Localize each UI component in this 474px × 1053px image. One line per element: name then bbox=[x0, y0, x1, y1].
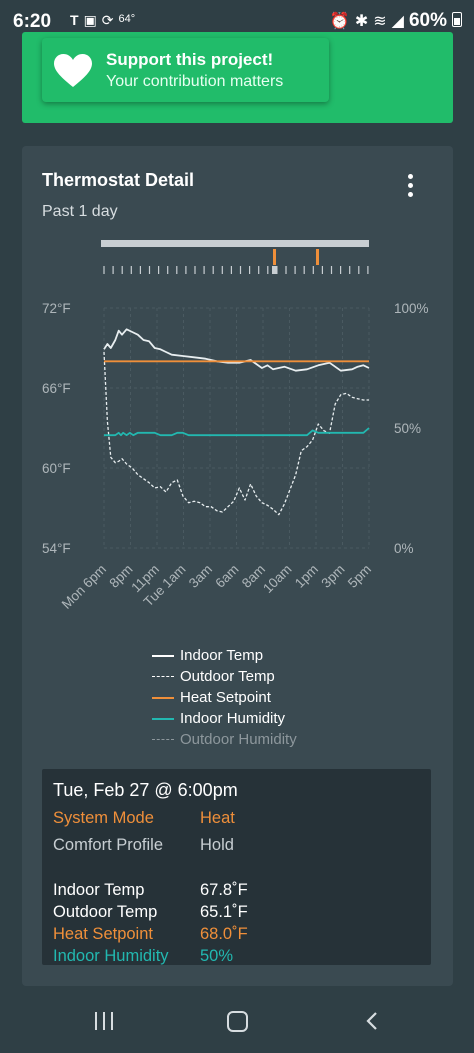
tooltip-value: 65.1˚F bbox=[200, 903, 248, 921]
series-indoor-humidity bbox=[104, 427, 370, 437]
tooltip-row: Comfort Profile Hold bbox=[53, 836, 234, 855]
tooltip-row: Indoor Humidity 50% bbox=[53, 947, 233, 966]
mobile-icon: ▣ bbox=[83, 12, 97, 28]
x-tick-label: 6am bbox=[212, 562, 241, 591]
tooltip-key: Heat Setpoint bbox=[53, 925, 153, 943]
legend-swatch bbox=[152, 739, 174, 740]
range-marker-start bbox=[273, 249, 276, 265]
home-button[interactable] bbox=[227, 1011, 248, 1032]
navigation-bar bbox=[0, 995, 474, 1053]
status-temperature: 64° bbox=[118, 13, 136, 25]
y-right-tick-label: 50% bbox=[394, 421, 421, 436]
time-range-slider[interactable] bbox=[101, 240, 369, 247]
card-subtitle: Past 1 day bbox=[42, 203, 118, 220]
legend-swatch bbox=[152, 718, 174, 720]
y-left-tick-label: 54°F bbox=[42, 541, 71, 556]
legend-label: Indoor Humidity bbox=[180, 710, 286, 727]
y-left-tick-label: 72°F bbox=[42, 301, 71, 316]
legend-swatch bbox=[152, 676, 174, 677]
legend-label: Outdoor Temp bbox=[180, 668, 275, 685]
tooltip-row: Heat Setpoint 68.0˚F bbox=[53, 925, 248, 944]
legend-swatch bbox=[152, 697, 174, 699]
more-options-icon[interactable] bbox=[403, 174, 417, 198]
x-tick-label: 3am bbox=[186, 562, 215, 591]
tooltip-key: Indoor Humidity bbox=[53, 947, 169, 965]
tooltip-value: 68.0˚F bbox=[200, 925, 248, 943]
support-banner: Support this project! Your contribution … bbox=[22, 32, 453, 123]
tooltip-row: Indoor Temp 67.8˚F bbox=[53, 881, 248, 900]
legend-label: Indoor Temp bbox=[180, 647, 264, 664]
status-time: 6:20 bbox=[13, 11, 52, 32]
bluetooth-icon: ✱ bbox=[354, 13, 369, 30]
battery-percent: 60% bbox=[408, 10, 447, 31]
heart-icon bbox=[54, 54, 92, 87]
x-tick-label: 5pm bbox=[345, 562, 374, 591]
signal-icon: ◢ bbox=[391, 13, 404, 30]
y-right-tick-label: 0% bbox=[394, 541, 414, 556]
battery-icon bbox=[452, 12, 462, 28]
card-title: Thermostat Detail bbox=[42, 170, 195, 190]
legend-swatch bbox=[152, 655, 174, 657]
detail-tooltip: Tue, Feb 27 @ 6:00pm System Mode Heat Comf… bbox=[42, 769, 431, 965]
legend-label: Outdoor Humidity bbox=[180, 731, 297, 748]
legend-label: Heat Setpoint bbox=[180, 689, 271, 706]
tooltip-value: 50% bbox=[200, 947, 234, 965]
tooltip-key: Comfort Profile bbox=[53, 836, 164, 854]
tooltip-key: Indoor Temp bbox=[53, 881, 145, 899]
range-marker-end bbox=[316, 249, 319, 265]
sync-icon: ⟳ bbox=[101, 12, 114, 28]
tooltip-value: Heat bbox=[200, 809, 235, 827]
support-subtitle: Your contribution matters bbox=[106, 73, 284, 90]
back-button[interactable] bbox=[366, 1012, 378, 1030]
wifi-icon: ≋ bbox=[373, 13, 387, 30]
recent-apps-button[interactable] bbox=[95, 1012, 115, 1030]
status-right-icons: ⏰ ✱ ≋ ◢ 60% bbox=[325, 10, 462, 32]
tooltip-value: Hold bbox=[200, 836, 234, 854]
tooltip-key: System Mode bbox=[53, 809, 154, 827]
y-left-tick-label: 60°F bbox=[42, 461, 71, 476]
tooltip-row: System Mode Heat bbox=[53, 809, 235, 828]
tooltip-value: 67.8˚F bbox=[200, 881, 248, 899]
support-title: Support this project! bbox=[106, 50, 274, 69]
carrier-icon: T bbox=[70, 12, 79, 28]
x-tick-label: 3pm bbox=[318, 562, 347, 591]
y-left-tick-label: 66°F bbox=[42, 381, 71, 396]
x-tick-label: 1pm bbox=[292, 562, 321, 591]
range-handle bbox=[272, 266, 277, 274]
x-tick-label: 10am bbox=[260, 562, 294, 596]
status-left-icons: T ▣ ⟳ 64° bbox=[70, 12, 140, 29]
tooltip-title: Tue, Feb 27 @ 6:00pm bbox=[53, 780, 238, 800]
thermostat-card: Thermostat Detail Past 1 day 72°F 66°F 60°… bbox=[22, 146, 453, 986]
alarm-icon: ⏰ bbox=[329, 13, 350, 30]
y-right-tick-label: 100% bbox=[394, 301, 429, 316]
x-tick-label: Mon 6pm bbox=[59, 562, 109, 612]
series-indoor-temp bbox=[103, 328, 370, 372]
tooltip-key: Outdoor Temp bbox=[53, 903, 158, 921]
tooltip-row: Outdoor Temp 65.1˚F bbox=[53, 903, 248, 922]
support-button[interactable]: Support this project! Your contribution … bbox=[42, 38, 329, 102]
